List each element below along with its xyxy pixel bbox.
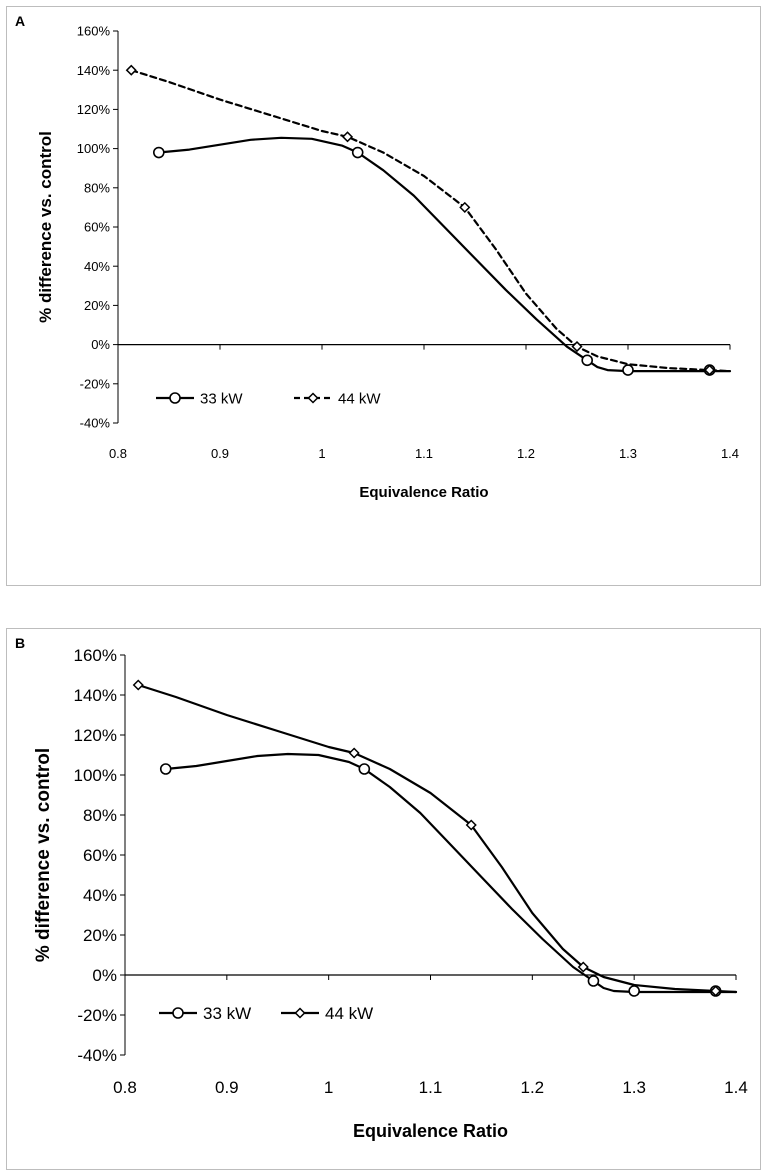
data-point-33kw: [628, 985, 640, 997]
data-point-33kw: [587, 975, 600, 987]
x-axis-title: Equivalence Ratio: [359, 484, 488, 501]
y-tick-label: 140%: [77, 63, 111, 78]
legend-marker-diamond: [307, 392, 319, 404]
y-tick-label: 0%: [91, 337, 110, 352]
y-tick-label: 160%: [74, 646, 117, 665]
legend-label: 44 kW: [325, 1004, 373, 1023]
x-tick-label: 1.1: [419, 1078, 443, 1097]
y-tick-label: 100%: [74, 766, 117, 785]
panel-label: B: [15, 635, 26, 651]
data-point-44kw: [704, 364, 716, 376]
y-tick-label: 80%: [83, 806, 117, 825]
y-axis-title: % difference vs. control: [33, 748, 54, 962]
y-tick-label: -20%: [77, 1006, 117, 1025]
legend-label: 44 kW: [338, 390, 381, 407]
y-tick-label: 0%: [92, 966, 117, 985]
chart-a-svg: -40% -20% 0% 20% 40% 60% 80% 100% 120% 140% 160% 0.…: [36, 24, 739, 501]
x-tick-label: 1.4: [724, 1078, 748, 1097]
x-tick-label: 1.4: [721, 446, 739, 461]
data-point-44kw: [459, 201, 471, 213]
series-line-44-kw: [130, 69, 732, 373]
x-tick-label: 0.9: [215, 1078, 239, 1097]
panel-label: A: [15, 13, 26, 29]
x-tick-label: 1.2: [517, 446, 535, 461]
y-tick-label: 20%: [84, 298, 110, 313]
legend-marker-circle: [172, 1007, 184, 1019]
x-tick-label: 0.9: [211, 446, 229, 461]
x-tick-label: 0.8: [109, 446, 127, 461]
y-tick-label: 60%: [84, 220, 110, 235]
data-point-44kw: [132, 679, 144, 691]
x-tick-label: 1.1: [415, 446, 433, 461]
legend-marker-diamond: [294, 1007, 306, 1019]
x-tick-label: 1: [324, 1078, 333, 1097]
data-point-33kw: [358, 763, 371, 775]
data-point-33kw: [581, 354, 594, 367]
data-point-44kw: [577, 961, 589, 973]
y-tick-label: 20%: [83, 926, 117, 945]
data-point-33kw: [351, 146, 364, 159]
y-tick-label: 60%: [83, 846, 117, 865]
x-tick-label: 1.3: [619, 446, 637, 461]
chart-b-svg: -40% -20% 0% 20% 40% 60% 80% 100% 120% 140% 160% 0.…: [33, 646, 748, 1141]
series-line-33-kw: [164, 752, 738, 994]
data-point-44kw: [710, 985, 722, 997]
data-point-44kw: [125, 64, 137, 76]
series-line-44-kw: [137, 683, 738, 994]
data-point-33kw: [159, 763, 172, 775]
y-tick-label: 80%: [84, 180, 110, 195]
y-tick-label: 120%: [77, 102, 111, 117]
y-tick-label: 120%: [74, 726, 117, 745]
legend-label: 33 kW: [200, 390, 243, 407]
data-point-44kw: [341, 131, 354, 143]
y-tick-label: 100%: [77, 141, 111, 156]
x-axis-title: Equivalence Ratio: [353, 1121, 508, 1141]
data-point-44kw: [465, 819, 477, 831]
x-tick-label: 1: [318, 446, 325, 461]
y-tick-label: 40%: [83, 886, 117, 905]
legend-marker-circle: [169, 392, 181, 404]
y-tick-label: -40%: [77, 1046, 117, 1065]
y-tick-label: -20%: [80, 376, 111, 391]
legend-label: 33 kW: [203, 1004, 251, 1023]
chart-panel-a: A -40% -20% 0% 20% 40% 60% 80% 100% 120% 140% 160%…: [6, 6, 761, 586]
y-tick-label: 160%: [77, 24, 111, 39]
y-tick-label: 40%: [84, 259, 110, 274]
y-tick-label: 140%: [74, 686, 117, 705]
data-point-44kw: [571, 340, 583, 353]
x-tick-label: 1.3: [622, 1078, 646, 1097]
data-point-33kw: [622, 364, 634, 376]
data-point-33kw: [153, 146, 165, 159]
y-tick-label: -40%: [80, 416, 111, 431]
data-point-44kw: [348, 747, 360, 759]
series-line-33-kw: [157, 136, 732, 373]
x-tick-label: 1.2: [521, 1078, 545, 1097]
chart-panel-b: B -40% -20% 0% 20% 40% 60% 80% 100% 120% 140% 160%…: [6, 628, 761, 1170]
x-tick-label: 0.8: [113, 1078, 137, 1097]
y-axis-title: % difference vs. control: [36, 131, 55, 323]
